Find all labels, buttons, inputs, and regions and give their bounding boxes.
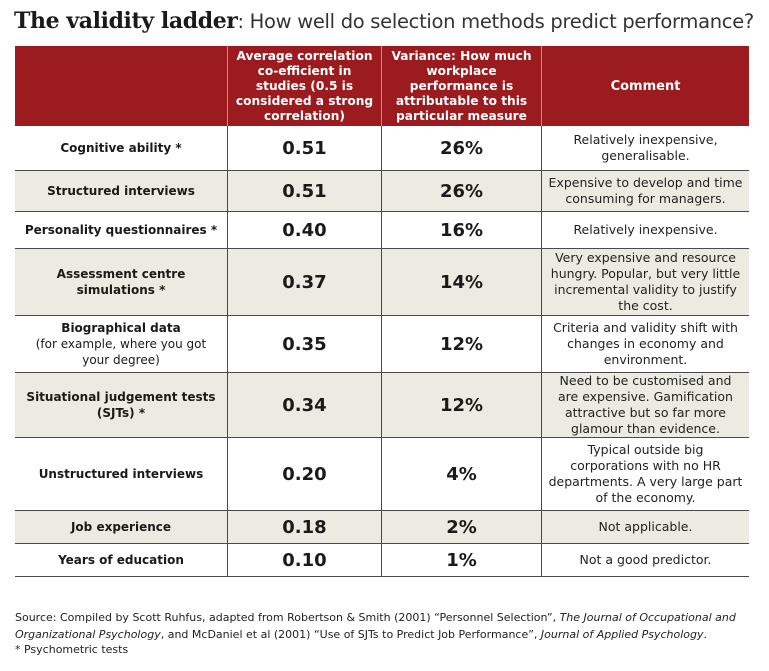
header-correlation: Average correlation co-efficient in stud… — [228, 46, 382, 126]
method-cell: Years of education — [15, 544, 228, 576]
table-row: Personality questionnaires * 0.40 16% Relat… — [15, 212, 749, 249]
variance-value: 26% — [382, 171, 542, 211]
title-rest: : How well do selection methods predict … — [237, 10, 755, 33]
source-journal1: The Journal of Occupational and Organiza… — [15, 611, 736, 641]
correlation-value: 0.34 — [228, 373, 382, 437]
method-label: Structured interviews — [47, 184, 195, 198]
correlation-value: 0.51 — [228, 126, 382, 170]
header-row: Average correlation co-efficient in stud… — [15, 46, 749, 126]
table-row: Biographical data (for example, where you… — [15, 316, 749, 373]
table-body: Cognitive ability * 0.51 26% Relatively ine… — [15, 126, 749, 577]
header-method — [15, 46, 228, 126]
header-comment: Comment — [610, 78, 681, 94]
source-part1: Source: Compiled by Scott Ruhfus, adapte… — [15, 611, 560, 624]
comment-cell: Not applicable. — [598, 519, 693, 534]
source-part3: . — [703, 628, 708, 641]
title-bold: The validity ladder — [14, 8, 238, 34]
variance-value: 4% — [382, 438, 542, 510]
method-cell: Situational judgement tests (SJTs) * — [15, 373, 228, 437]
footnote: * Psychometric tests — [15, 643, 129, 656]
table-row: Cognitive ability * 0.51 26% Relatively ine… — [15, 126, 749, 171]
header-variance: Variance: How much workplace performance… — [382, 46, 542, 126]
method-label: Assessment centre simulations * — [56, 267, 186, 297]
source-part2: , and McDaniel et al (2001) “Use of SJTs… — [160, 628, 541, 641]
table-row: Assessment centre simulations * 0.37 14% Ve… — [15, 249, 749, 316]
method-label: Unstructured interviews — [38, 467, 204, 481]
correlation-value: 0.35 — [228, 316, 382, 372]
method-label: Cognitive ability * — [60, 141, 182, 155]
variance-value: 12% — [382, 373, 542, 437]
correlation-value: 0.10 — [228, 544, 382, 576]
variance-value: 16% — [382, 212, 542, 248]
method-cell: Structured interviews — [15, 171, 228, 211]
comment-cell: Relatively inexpensive. — [573, 222, 718, 237]
comment-cell: Not a good predictor. — [579, 552, 712, 567]
source-note: Source: Compiled by Scott Ruhfus, adapte… — [15, 609, 755, 643]
variance-value: 2% — [382, 511, 542, 543]
source-journal2: Journal of Applied Psychology — [540, 628, 704, 641]
method-label: Personality questionnaires * — [24, 223, 218, 237]
correlation-value: 0.40 — [228, 212, 382, 248]
comment-cell: Very expensive and resource hungry. Popu… — [550, 250, 741, 313]
correlation-value: 0.20 — [228, 438, 382, 510]
comment-cell: Typical outside big corporations with no… — [548, 442, 743, 505]
method-label: Years of education — [58, 553, 184, 567]
correlation-value: 0.51 — [228, 171, 382, 211]
chart-title: The validity ladder: How well do selecti… — [14, 8, 759, 40]
comment-cell: Relatively inexpensive, generalisable. — [573, 132, 718, 163]
comment-cell: Expensive to develop and time consuming … — [548, 175, 743, 206]
table-row: Situational judgement tests (SJTs) * 0.34… — [15, 373, 749, 438]
method-label: Biographical data — [61, 321, 181, 335]
method-cell: Unstructured interviews — [15, 438, 228, 510]
method-cell: Assessment centre simulations * — [15, 249, 228, 315]
variance-value: 1% — [382, 544, 542, 576]
method-cell: Biographical data (for example, where you… — [15, 316, 228, 372]
table-row: Years of education 0.10 1% Not a good predi… — [15, 544, 749, 577]
method-cell: Personality questionnaires * — [15, 212, 228, 248]
table-row: Job experience 0.18 2% Not applicable. — [15, 511, 749, 544]
variance-value: 12% — [382, 316, 542, 372]
table-row: Unstructured interviews 0.20 4% Typical out… — [15, 438, 749, 511]
method-cell: Job experience — [15, 511, 228, 543]
comment-cell: Criteria and validity shift with changes… — [553, 320, 738, 367]
method-sublabel: (for example, where you got your degree) — [35, 337, 207, 367]
comment-cell: Need to be customised and are expensive.… — [558, 373, 733, 436]
validity-table: Average correlation co-efficient in stud… — [15, 46, 749, 577]
method-cell: Cognitive ability * — [15, 126, 228, 170]
variance-value: 14% — [382, 249, 542, 315]
variance-value: 26% — [382, 126, 542, 170]
method-label: Job experience — [70, 520, 172, 534]
method-label: Situational judgement tests (SJTs) * — [26, 390, 216, 420]
correlation-value: 0.37 — [228, 249, 382, 315]
table-row: Structured interviews 0.51 26% Expensive to… — [15, 171, 749, 212]
correlation-value: 0.18 — [228, 511, 382, 543]
